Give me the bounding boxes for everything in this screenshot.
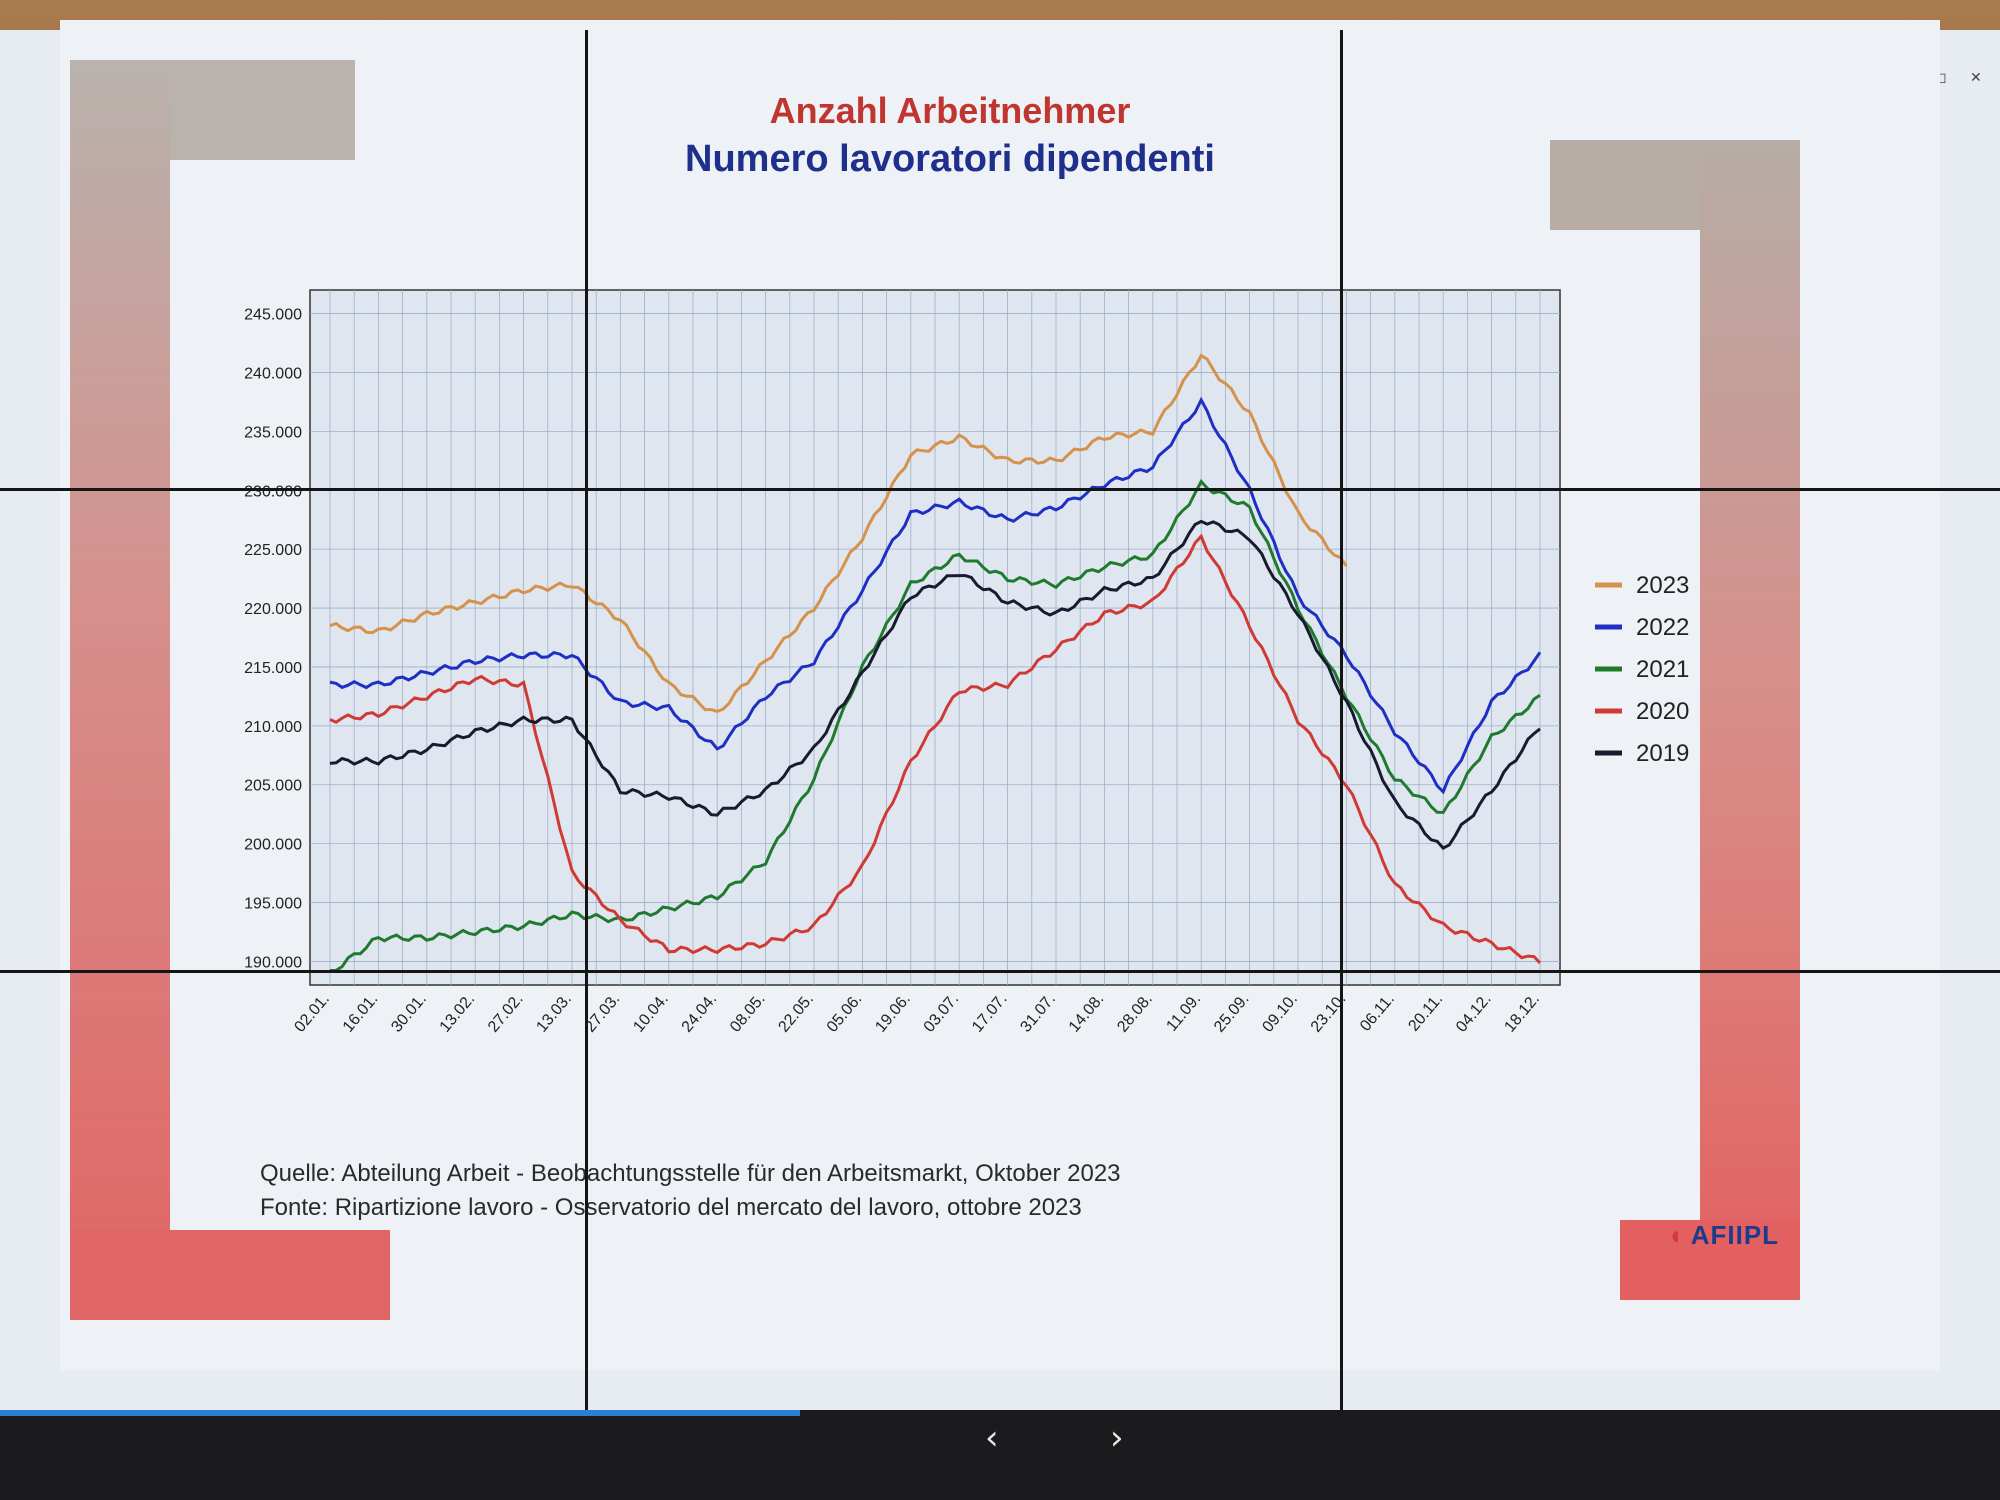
legend-label-2022: 2022 xyxy=(1636,614,1689,641)
y-tick-label: 225.000 xyxy=(244,542,302,559)
x-tick-label: 05.06. xyxy=(824,991,866,1036)
right-bracket-decoration xyxy=(1620,1220,1800,1300)
next-slide-button[interactable]: › xyxy=(1110,1418,1124,1458)
legend-label-2021: 2021 xyxy=(1636,656,1689,683)
x-tick-label: 16.01. xyxy=(340,991,382,1036)
video-wall-seam xyxy=(585,30,588,1410)
right-bracket-decoration xyxy=(1700,140,1800,1300)
source-note-italian: Fonte: Ripartizione lavoro - Osservatori… xyxy=(260,1194,1082,1221)
x-tick-label: 22.05. xyxy=(775,991,817,1036)
y-tick-label: 230.000 xyxy=(244,483,302,500)
x-tick-label: 27.03. xyxy=(582,991,624,1036)
x-tick-label: 04.12. xyxy=(1453,991,1495,1036)
x-tick-label: 28.08. xyxy=(1114,991,1156,1036)
y-tick-label: 245.000 xyxy=(244,307,302,324)
maximize-icon[interactable]: ◻ xyxy=(1935,70,1947,86)
video-wall-seam xyxy=(0,488,2000,491)
x-tick-label: 08.05. xyxy=(727,991,769,1036)
logo-text: AFIIPL xyxy=(1690,1220,1780,1250)
series-line-2021 xyxy=(329,478,1541,972)
y-tick-label: 205.000 xyxy=(244,778,302,795)
x-tick-label: 10.04. xyxy=(630,991,672,1036)
x-tick-label: 20.11. xyxy=(1405,991,1446,1035)
legend-label-2023: 2023 xyxy=(1636,572,1689,599)
video-wall-seam xyxy=(0,970,2000,973)
slide-progress-bar xyxy=(0,1410,800,1416)
y-tick-label: 215.000 xyxy=(244,660,302,677)
x-tick-label: 31.07. xyxy=(1017,991,1059,1036)
x-tick-label: 11.09. xyxy=(1163,991,1204,1035)
source-note-german: Quelle: Abteilung Arbeit - Beobachtungss… xyxy=(260,1160,1121,1187)
y-tick-label: 220.000 xyxy=(244,601,302,618)
series-line-2020 xyxy=(329,533,1542,965)
x-tick-label: 02.01. xyxy=(291,991,333,1036)
logo-mark-icon: ◐ xyxy=(1670,1220,1687,1250)
x-tick-label: 09.10. xyxy=(1259,991,1301,1036)
x-tick-label: 13.02. xyxy=(437,991,479,1036)
legend-label-2019: 2019 xyxy=(1636,740,1689,767)
video-wall-seam xyxy=(1340,30,1343,1410)
series-line-2023 xyxy=(329,353,1348,713)
x-tick-label: 18.12. xyxy=(1501,991,1543,1036)
y-tick-label: 235.000 xyxy=(244,424,302,441)
y-tick-label: 195.000 xyxy=(244,896,302,913)
left-bracket-decoration xyxy=(70,1230,390,1320)
series-line-2019 xyxy=(329,519,1541,850)
left-bracket-decoration xyxy=(70,60,170,1300)
x-tick-label: 14.08. xyxy=(1066,991,1108,1036)
series-line-2022 xyxy=(329,396,1542,795)
x-tick-label: 13.03. xyxy=(533,991,575,1036)
presentation-control-bar xyxy=(0,1410,2000,1500)
y-tick-label: 210.000 xyxy=(244,719,302,736)
y-tick-label: 190.000 xyxy=(244,954,302,971)
x-tick-label: 27.02. xyxy=(485,991,527,1036)
x-tick-label: 25.09. xyxy=(1211,991,1253,1036)
x-tick-label: 23.10. xyxy=(1308,991,1350,1036)
chart-title-german: Anzahl Arbeitnehmer xyxy=(769,90,1131,131)
x-tick-label: 24.04. xyxy=(679,991,721,1036)
x-tick-label: 17.07. xyxy=(969,991,1011,1036)
x-tick-label: 03.07. xyxy=(921,991,963,1036)
x-tick-label: 06.11. xyxy=(1357,991,1398,1035)
chart-title-italian: Numero lavoratori dipendenti xyxy=(685,138,1215,180)
afiipl-logo: ◐ AFIIPL xyxy=(1670,1220,1779,1251)
x-tick-label: 30.01. xyxy=(388,991,430,1036)
legend-label-2020: 2020 xyxy=(1636,698,1689,725)
y-tick-label: 200.000 xyxy=(244,837,302,854)
x-tick-label: 19.06. xyxy=(872,991,914,1036)
previous-slide-button[interactable]: ‹ xyxy=(985,1418,999,1458)
close-icon[interactable]: ✕ xyxy=(1970,70,1982,86)
y-tick-label: 240.000 xyxy=(244,365,302,382)
